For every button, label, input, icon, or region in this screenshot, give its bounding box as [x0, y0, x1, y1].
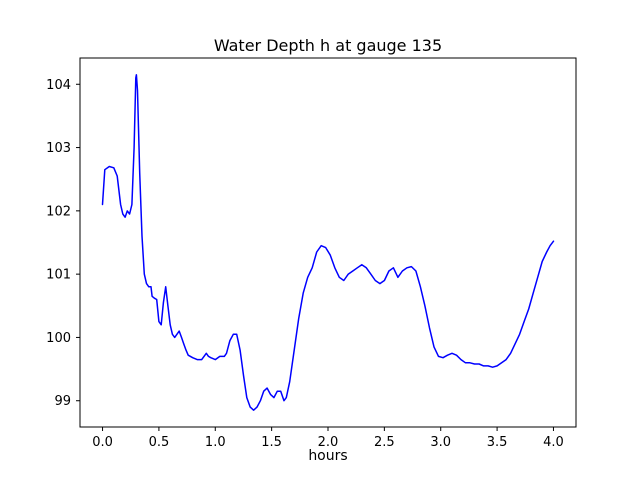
- x-tick-label: 0.0: [92, 435, 113, 450]
- x-tick-label: 4.0: [543, 435, 564, 450]
- plot-border: [79, 57, 577, 428]
- y-tick-label: 99: [54, 394, 71, 409]
- water-depth-data-line: [101, 74, 555, 411]
- y-axis-ticks: 99 100 101 102 103 104: [46, 78, 80, 409]
- y-tick-label: 102: [46, 204, 71, 219]
- x-tick-label: 2.0: [318, 435, 339, 450]
- x-axis-label: hours: [308, 448, 348, 464]
- x-tick-label: 3.0: [430, 435, 451, 450]
- y-tick-label: 103: [46, 141, 71, 156]
- y-tick-label: 100: [46, 331, 71, 346]
- x-axis-ticks: 0.0 0.5 1.0 1.5 2.0 2.5 3.0 3.5 4.0: [92, 427, 564, 450]
- x-tick-label: 0.5: [149, 435, 170, 450]
- y-tick-label: 104: [46, 78, 71, 93]
- x-tick-label: 1.0: [205, 435, 226, 450]
- x-tick-label: 2.5: [374, 435, 395, 450]
- chart-title: Water Depth h at gauge 135: [213, 36, 443, 55]
- x-tick-label: 3.5: [487, 435, 508, 450]
- y-tick-label: 101: [46, 268, 71, 283]
- x-tick-label: 1.5: [261, 435, 282, 450]
